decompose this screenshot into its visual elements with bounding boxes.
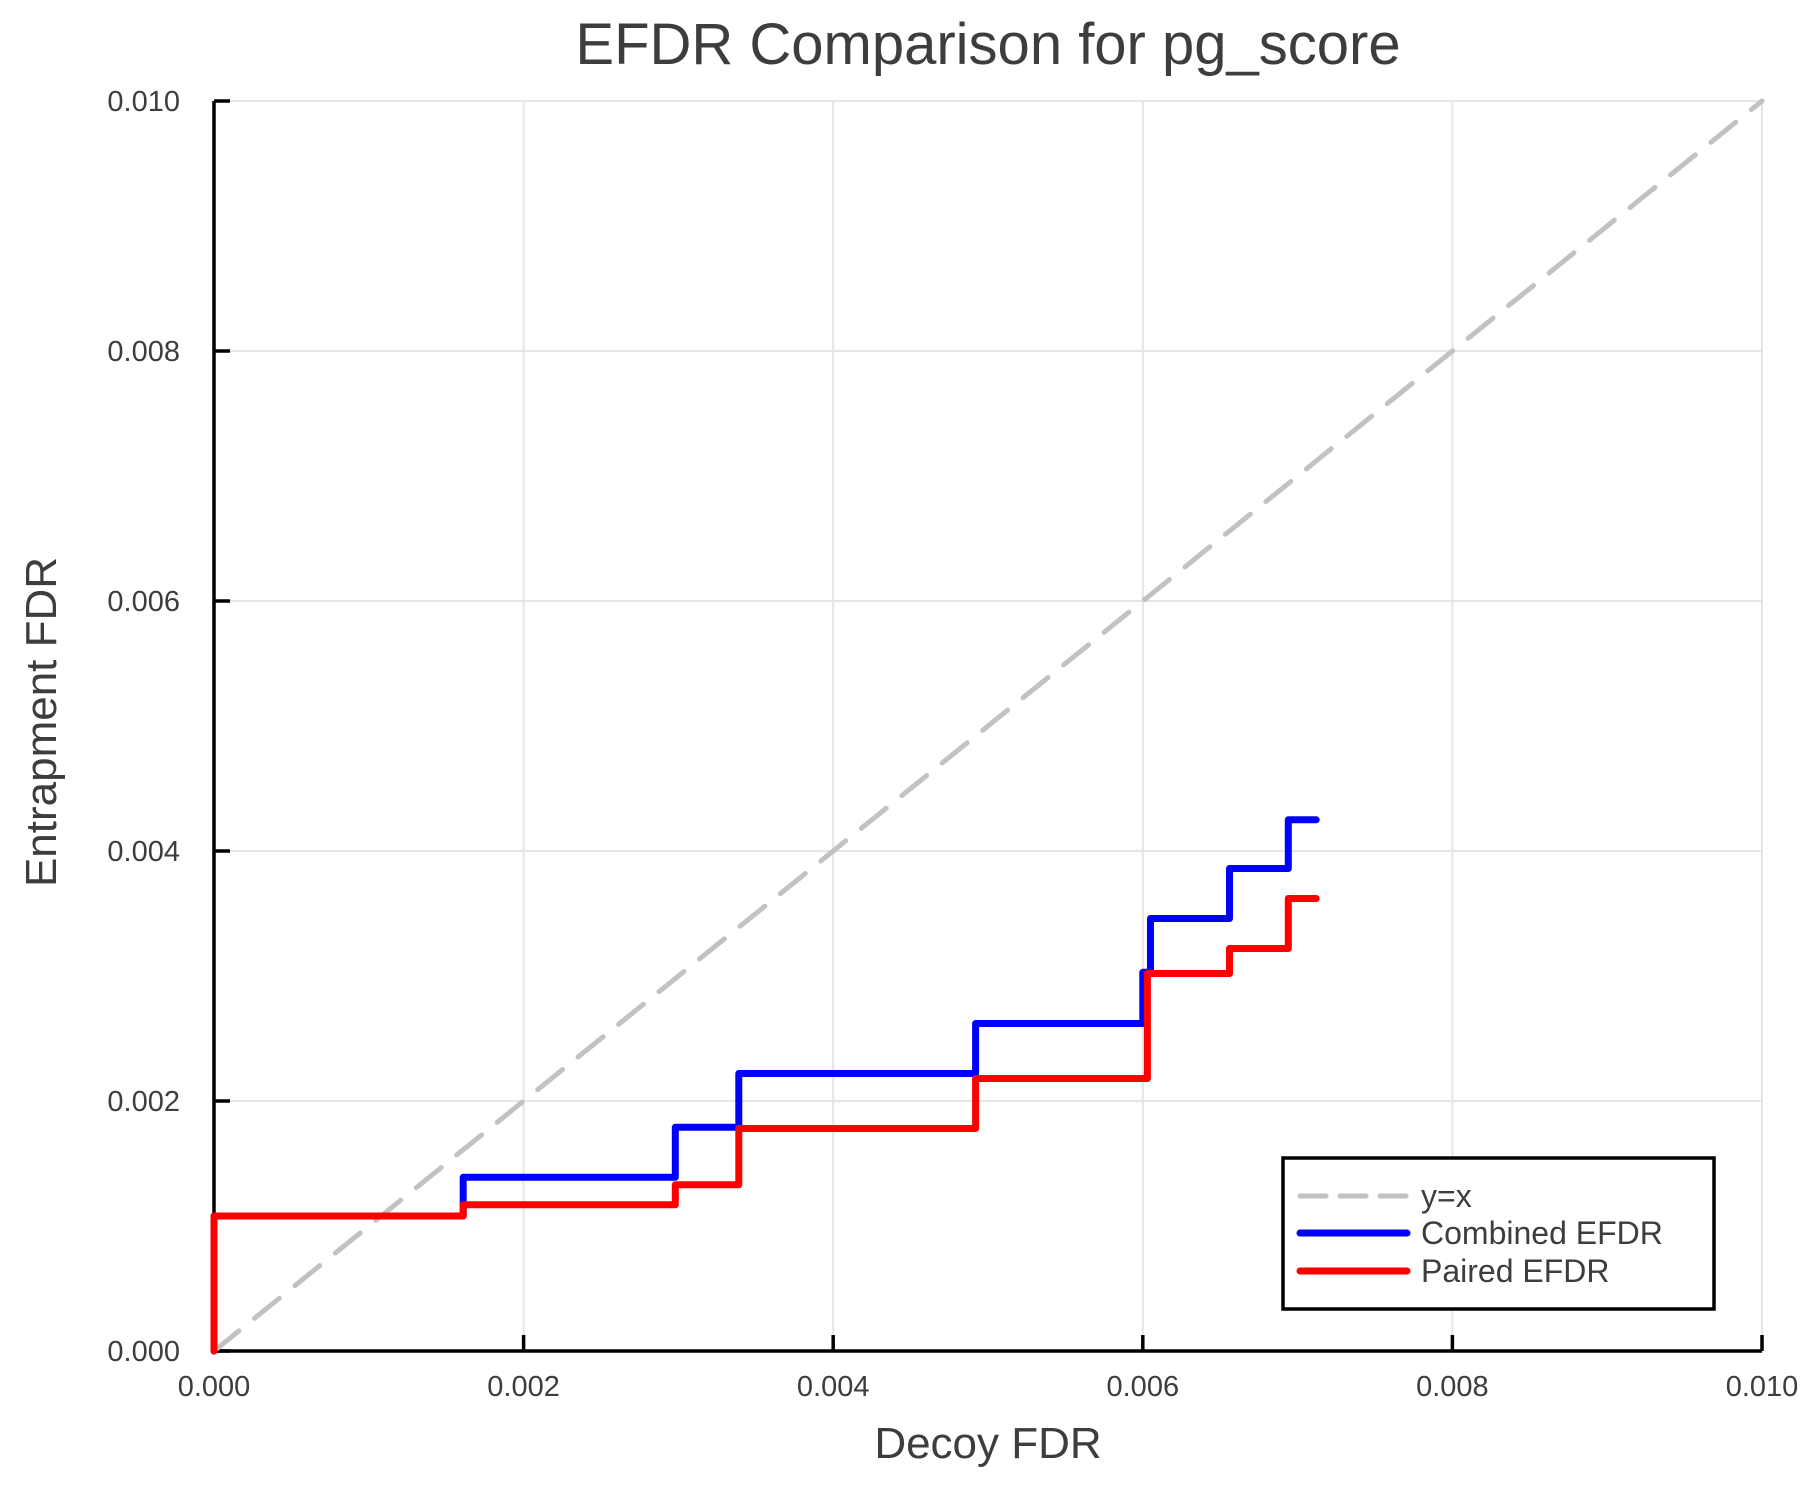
x-tick-label: 0.004 [797, 1371, 870, 1403]
axis-layer [212, 99, 1764, 1353]
series-line-paired-efdr [210, 895, 1320, 1355]
x-tick-label: 0.002 [487, 1371, 560, 1403]
y-tick-label: 0.002 [107, 1086, 180, 1118]
series-line-y-x [211, 98, 1765, 1354]
y-tick-label: 0.010 [107, 86, 180, 118]
x-tick-label: 0.008 [1416, 1371, 1489, 1403]
y-tick-label: 0.008 [107, 336, 180, 368]
tick-label-layer: 0.000 0.002 0.004 0.006 0.008 0.010 0.000 0.002… [107, 86, 1798, 1403]
y-tick-label: 0.000 [107, 1336, 180, 1368]
x-tick-label: 0.006 [1107, 1371, 1180, 1403]
series-layer [210, 98, 1765, 1355]
legend-label: y=x [1421, 1178, 1472, 1214]
y-tick-label: 0.004 [107, 836, 180, 868]
legend-label: Paired EFDR [1421, 1253, 1610, 1289]
legend-label: Combined EFDR [1421, 1215, 1663, 1251]
x-tick-label: 0.000 [178, 1371, 251, 1403]
x-tick-label: 0.010 [1726, 1371, 1799, 1403]
y-tick-label: 0.006 [107, 586, 180, 618]
y-axis-label: Entrapment FDR [17, 557, 66, 887]
series-line-combined-efdr [210, 816, 1320, 1355]
chart-title: EFDR Comparison for pg_score [575, 12, 1400, 77]
x-axis-label: Decoy FDR [874, 1419, 1101, 1468]
